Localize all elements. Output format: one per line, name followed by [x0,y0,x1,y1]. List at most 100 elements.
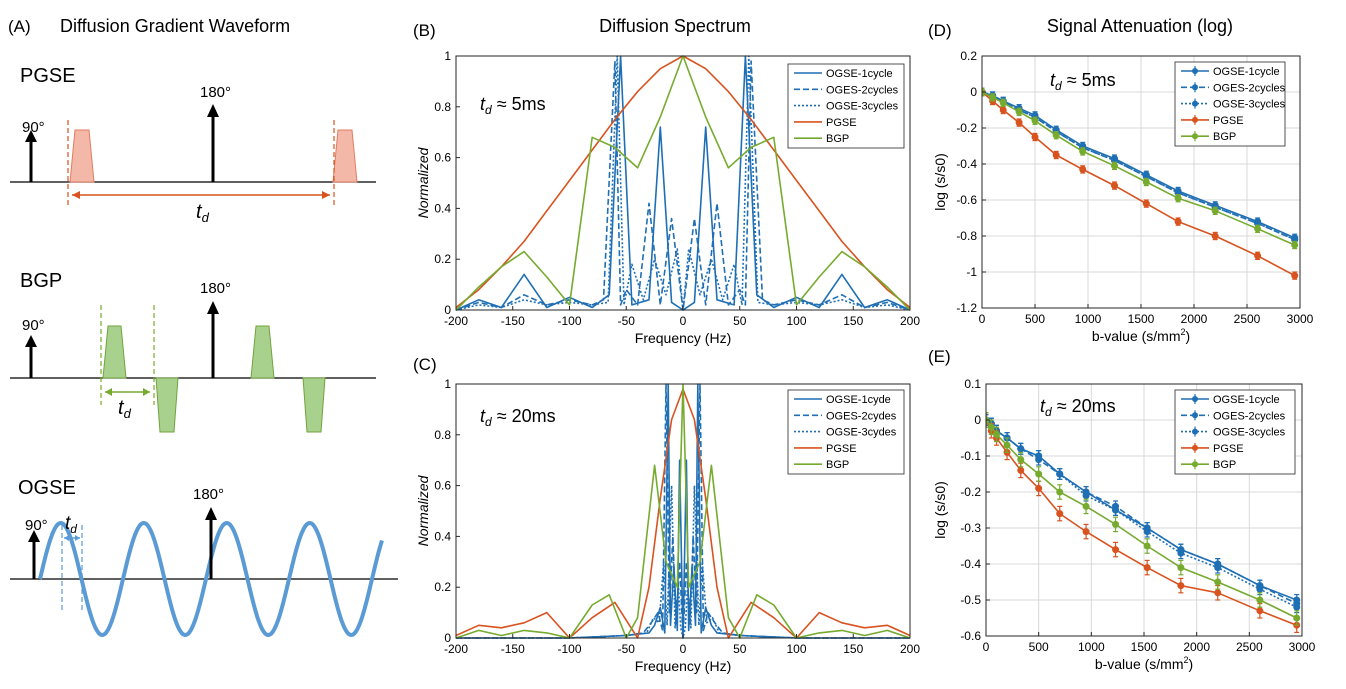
chart-d-series-3-point-9 [1174,218,1182,226]
chart-e-series-2-point-7 [1082,492,1090,500]
chart-e-ytick-label-2: -0.4 [960,557,981,571]
chart-b-xtick-label-8: 200 [900,314,920,328]
ogse-180-label: 180° [193,486,224,503]
chart-d-xtick-label-2: 1000 [1075,312,1102,326]
chart-d-series-4-point-5 [1052,131,1060,139]
chart-e-ytick-label-1: -0.5 [960,593,981,607]
chart-d-annotation-sub: d [1055,79,1062,93]
chart-d-series-4-point-2 [999,99,1007,107]
chart-b-legend-label-0: OGSE-1cycle [826,68,893,80]
chart-b-ytick-label-0: 0 [444,303,451,317]
chart-c-annotation-val: ≈ 20ms [492,406,556,426]
chart-c-annotation-sub: d [485,415,492,429]
chart-e-attenuation-20ms: (E) 0 500 1000 1500 2000 2500 3000 -0.6 -0.5 -0.4 -… [928,347,1316,672]
chart-e-legend-label-3: PGSE [1213,443,1244,455]
bgp-td-arrow-left [105,388,112,396]
pgse-gradient-1 [69,129,95,183]
pgse-td-arrow-left [72,191,80,199]
chart-d-series-3-point-7 [1111,182,1118,190]
chart-e-series-3-point-11 [1214,589,1222,597]
chart-c-xtick-label-3: -50 [618,642,636,656]
chart-d-legend-label-0: OGSE-1cycle [1213,66,1280,78]
bgp-name: BGP [20,270,62,292]
chart-e-series-4-point-11 [1214,578,1222,586]
chart-d-ytick-label-6: 0 [970,85,977,99]
chart-e-series-group [986,412,1301,634]
chart-b-legend-label-4: BGP [826,133,849,145]
chart-e-series-2-point-6 [1056,470,1064,478]
bgp-gradient-3 [250,325,275,379]
pgse-90-label: 90° [22,119,45,136]
chart-c-spectrum-20ms: (C) -200 -150 -100 -50 0 50 100 150 200 0 0.2 0.4 0.6… [413,355,920,674]
chart-b-ytick-label-1: 0.2 [434,252,451,266]
chart-d-series-3-point-8 [1142,200,1150,208]
chart-e-annotation-val: ≈ 20ms [1052,396,1116,416]
chart-c-legend-label-1: OGES-2cydes [826,410,897,422]
bgp-gradient-1 [102,325,127,379]
bgp-waveform: BGP 90° 180° td [10,270,376,433]
chart-e-series-4-point-10 [1177,564,1185,572]
chart-e-series-2-point-4 [1017,445,1025,453]
chart-e-annotation-sub: d [1045,405,1052,419]
chart-d-series-4-point-9 [1174,194,1182,202]
chart-e-series-3-point-5 [1035,484,1043,492]
chart-d-legend-label-2: OGSE-3cycles [1213,99,1286,111]
chart-b-annotation-val: ≈ 5ms [492,94,546,114]
chart-b-xtick-label-3: -50 [618,314,636,328]
chart-e-series-4-point-7 [1082,502,1090,510]
bgp-180-arrowhead [207,301,219,314]
chart-e-ytick-label-7: 0.1 [964,377,981,391]
chart-e-series-4-point-8 [1112,520,1120,528]
chart-b-ytick-label-2: 0.4 [434,201,451,215]
chart-e-series-3-point-12 [1256,607,1264,615]
pgse-waveform: PGSE 90° 180° td [10,65,376,225]
chart-d-series-4-point-1 [989,93,997,101]
chart-d-xtick-label-3: 1500 [1128,312,1155,326]
chart-c-annotation: td ≈ 20ms [480,406,556,429]
chart-b-ytick-label-4: 0.8 [434,100,451,114]
chart-d-series-3-point-11 [1254,252,1262,260]
chart-d-xtick-label-4: 2000 [1181,312,1208,326]
chart-c-xtick-label-8: 200 [900,642,920,656]
chart-e-legend-label-4: BGP [1213,459,1236,471]
chart-c-xtick-label-6: 100 [786,642,806,656]
chart-e-ytick-label-0: -0.6 [960,629,981,643]
chart-e-series-3-point-6 [1056,510,1064,518]
chart-e-ylabel: log (s/s0) [932,481,948,539]
chart-e-ytick-label-6: 0 [974,413,981,427]
chart-e-ytick-label-5: -0.1 [960,449,981,463]
chart-c-legend-label-0: OGSE-1cyde [826,394,891,406]
chart-c-ytick-label-2: 0.4 [434,529,451,543]
chart-c-xtick-label-4: 0 [680,642,687,656]
chart-d-series-4-point-4 [1031,117,1039,125]
chart-d-series-4-point-12 [1291,241,1299,249]
chart-c-ytick-label-0: 0 [444,631,451,645]
chart-d-series-3-point-5 [1052,151,1060,159]
chart-e-annotation-sym: t [1040,396,1046,416]
bgp-td-label: td [118,397,132,421]
chart-e-series-4-point-2 [993,430,1001,438]
ogse-90-arrowhead [28,530,40,542]
chart-e-series-4-point-5 [1035,470,1043,478]
chart-e-panel-label: (E) [928,347,951,366]
chart-b-xtick-label-2: -100 [557,314,581,328]
chart-b-spectrum-5ms: (B) -200 -150 -100 -50 0 50 100 150 200 0 0.2 0.4 0.6… [413,21,920,346]
chart-d-legend-label-1: OGES-2cycles [1213,82,1286,94]
chart-e-xtick-label-6: 3000 [1289,640,1316,654]
pgse-gradient-2 [332,129,358,183]
chart-e-series-2-point-5 [1035,452,1043,460]
chart-e-series-4-point-1 [987,423,995,431]
chart-d-series-3-point-6 [1079,165,1087,173]
chart-d-attenuation-5ms: (D) 0 500 1000 1500 2000 2500 3000 -1.2 -1 -0.8 -0.… [928,21,1314,344]
chart-e-series-3-point-9 [1143,564,1151,572]
bgp-180-label: 180° [200,280,231,297]
chart-d-ytick-label-4: -0.4 [956,157,977,171]
chart-e-series-4-point-6 [1056,488,1064,496]
chart-c-legend-label-3: PGSE [826,443,857,455]
chart-c-xtick-label-2: -100 [557,642,581,656]
chart-e-series-2-point-13 [1293,603,1301,611]
chart-e-series-3-point-7 [1082,528,1090,536]
chart-d-legend-label-3: PGSE [1213,115,1244,127]
ogse-td-arrow-left [64,535,69,541]
chart-c-xtick-label-5: 50 [733,642,747,656]
